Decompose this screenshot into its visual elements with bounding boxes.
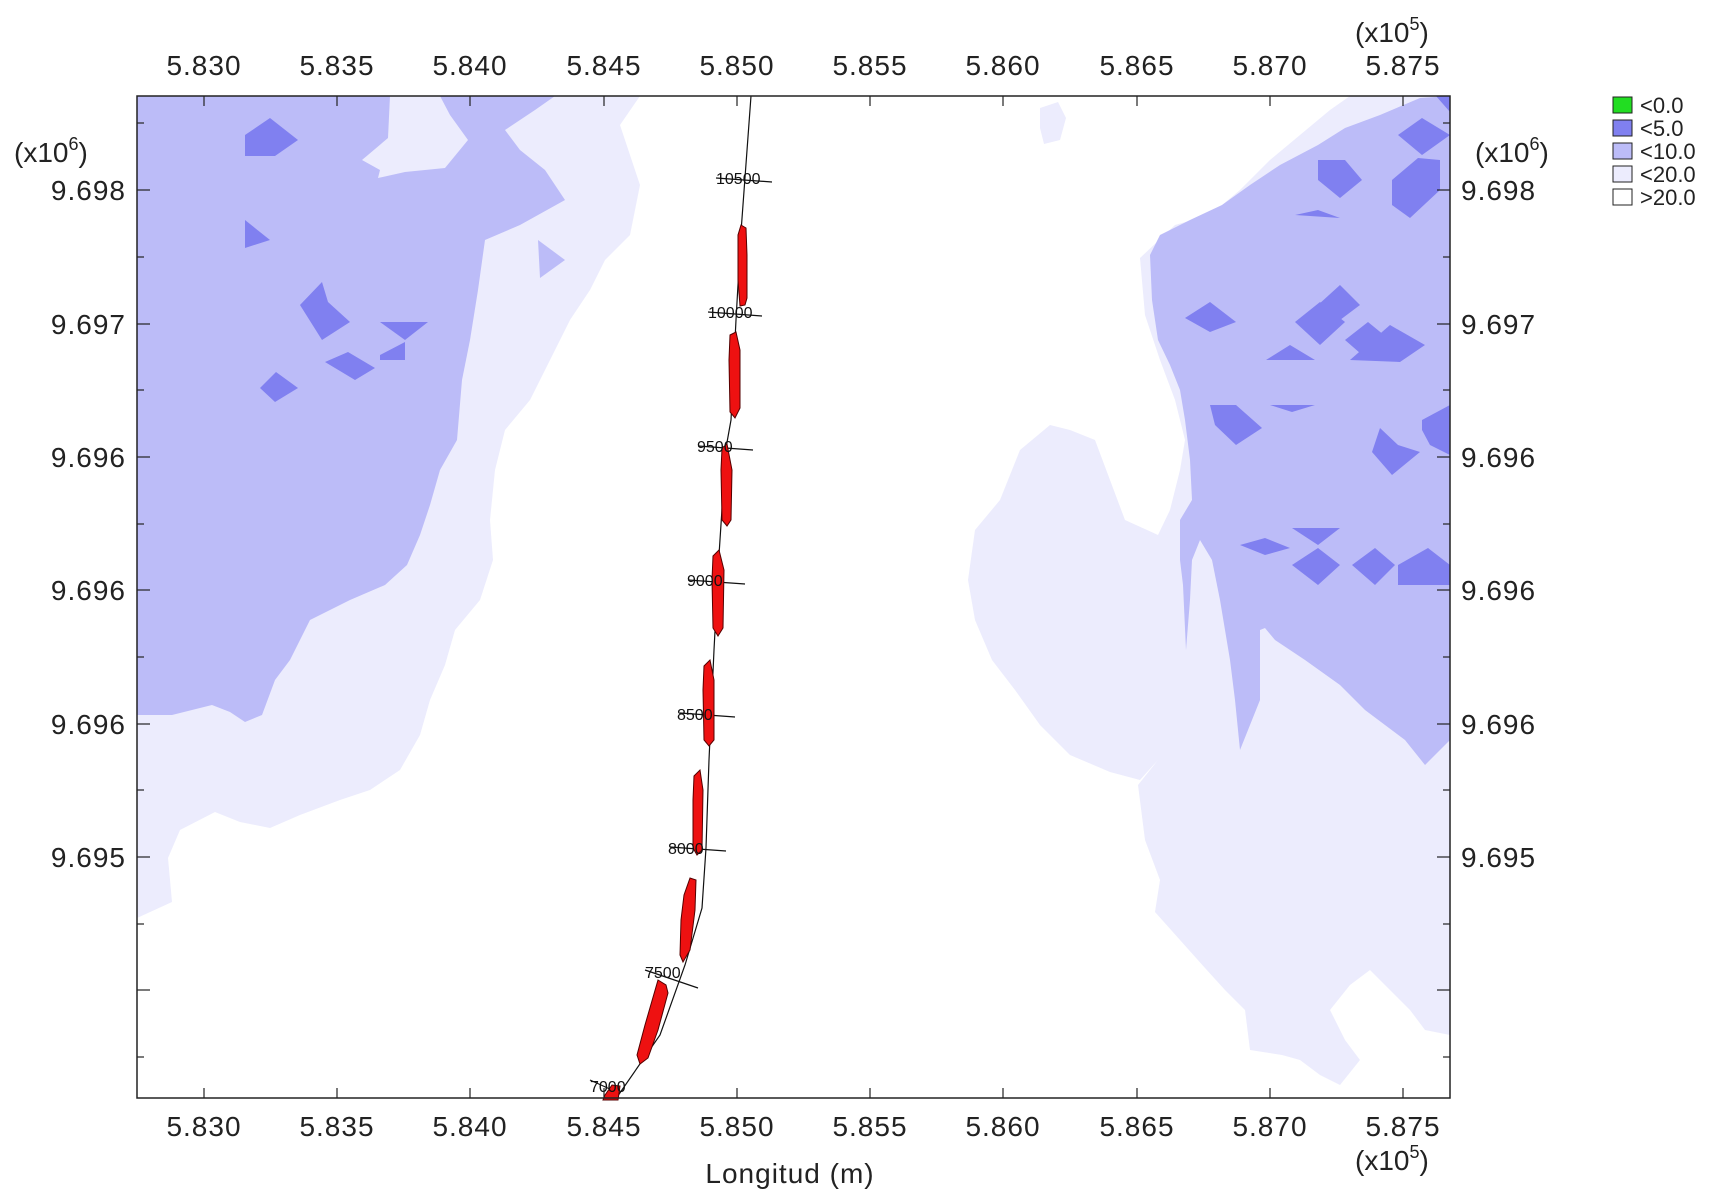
y-multiplier-left: (x106)	[14, 134, 88, 168]
x-multiplier-bottom: (x105)	[1355, 1142, 1429, 1176]
x-tick-label: 5.860	[965, 1111, 1040, 1142]
y-tick-labels-left: 9.698 9.697 9.696 9.696 9.696 9.695	[51, 175, 126, 873]
y-tick-label: 9.696	[51, 709, 126, 740]
x-tick-label: 5.875	[1365, 1111, 1440, 1142]
x-tick-label: 5.850	[699, 1111, 774, 1142]
y-tick-label: 9.695	[1461, 842, 1536, 873]
x-tick-label: 5.845	[566, 50, 641, 81]
track-segment	[637, 980, 668, 1064]
legend-swatch	[1613, 166, 1632, 182]
station-label: 7000	[590, 1079, 626, 1096]
x-tick-label: 5.850	[699, 50, 774, 81]
x-tick-label: 5.855	[832, 1111, 907, 1142]
svg-text:(x105): (x105)	[1355, 14, 1429, 48]
track-segment	[729, 332, 740, 418]
y-tick-label: 9.696	[1461, 709, 1536, 740]
y-tick-label: 9.697	[51, 309, 126, 340]
station-label: 7500	[645, 965, 681, 982]
svg-text:(x106): (x106)	[14, 134, 88, 168]
track-segment	[680, 878, 696, 962]
legend-label: <20.0	[1640, 162, 1696, 187]
x-multiplier-top: (x105)	[1355, 14, 1429, 48]
x-tick-label: 5.835	[299, 50, 374, 81]
y-tick-label: 9.696	[51, 575, 126, 606]
x-tick-labels-top: 5.830 5.835 5.840 5.845 5.850 5.855 5.86…	[166, 50, 1440, 81]
x-axis-title: Longitud (m)	[705, 1158, 874, 1189]
y-tick-label: 9.696	[1461, 575, 1536, 606]
legend: <0.0 <5.0 <10.0 <20.0 >20.0	[1613, 93, 1696, 210]
svg-text:(x106): (x106)	[1475, 134, 1549, 168]
x-tick-label: 5.855	[832, 50, 907, 81]
legend-swatch	[1613, 97, 1632, 113]
x-tick-label: 5.830	[166, 50, 241, 81]
station-label: 10500	[716, 171, 761, 188]
station-label: 9000	[687, 573, 723, 590]
y-tick-label: 9.695	[51, 842, 126, 873]
zone-lt20-islet	[1040, 102, 1066, 144]
x-tick-label: 5.840	[432, 1111, 507, 1142]
track-segment	[738, 225, 747, 306]
y-tick-label: 9.697	[1461, 309, 1536, 340]
x-tick-label: 5.835	[299, 1111, 374, 1142]
y-tick-label: 9.696	[51, 442, 126, 473]
x-tick-label: 5.830	[166, 1111, 241, 1142]
y-tick-label: 9.698	[1461, 175, 1536, 206]
x-tick-label: 5.865	[1099, 50, 1174, 81]
x-tick-label: 5.840	[432, 50, 507, 81]
station-label: 10000	[708, 305, 753, 322]
x-tick-label: 5.870	[1232, 50, 1307, 81]
legend-label: <5.0	[1640, 116, 1683, 141]
station-label: 9500	[697, 439, 733, 456]
track-segment	[712, 550, 724, 636]
x-tick-label: 5.865	[1099, 1111, 1174, 1142]
y-tick-label: 9.696	[1461, 442, 1536, 473]
legend-label: <10.0	[1640, 139, 1696, 164]
legend-label: <0.0	[1640, 93, 1683, 118]
y-tick-label: 9.698	[51, 175, 126, 206]
track-segment	[703, 660, 714, 746]
x-tick-label: 5.845	[566, 1111, 641, 1142]
track-segment	[721, 444, 732, 526]
x-tick-label: 5.860	[965, 50, 1040, 81]
y-tick-labels-right: 9.698 9.697 9.696 9.696 9.696 9.695	[1461, 175, 1536, 873]
x-tick-label: 5.870	[1232, 1111, 1307, 1142]
legend-swatch	[1613, 143, 1632, 159]
contour-zones	[137, 96, 1450, 1085]
x-tick-label: 5.875	[1365, 50, 1440, 81]
x-tick-labels-bottom: 5.830 5.835 5.840 5.845 5.850 5.855 5.86…	[166, 1111, 1440, 1142]
legend-swatch	[1613, 120, 1632, 136]
station-label: 8000	[668, 841, 704, 858]
legend-swatch	[1613, 189, 1632, 205]
y-multiplier-right: (x106)	[1475, 134, 1549, 168]
station-label: 8500	[677, 707, 713, 724]
svg-text:(x105): (x105)	[1355, 1142, 1429, 1176]
legend-label: >20.0	[1640, 185, 1696, 210]
station-labels: 10500 10000 9500 9000 8500 8000 7500 700…	[590, 171, 761, 1096]
